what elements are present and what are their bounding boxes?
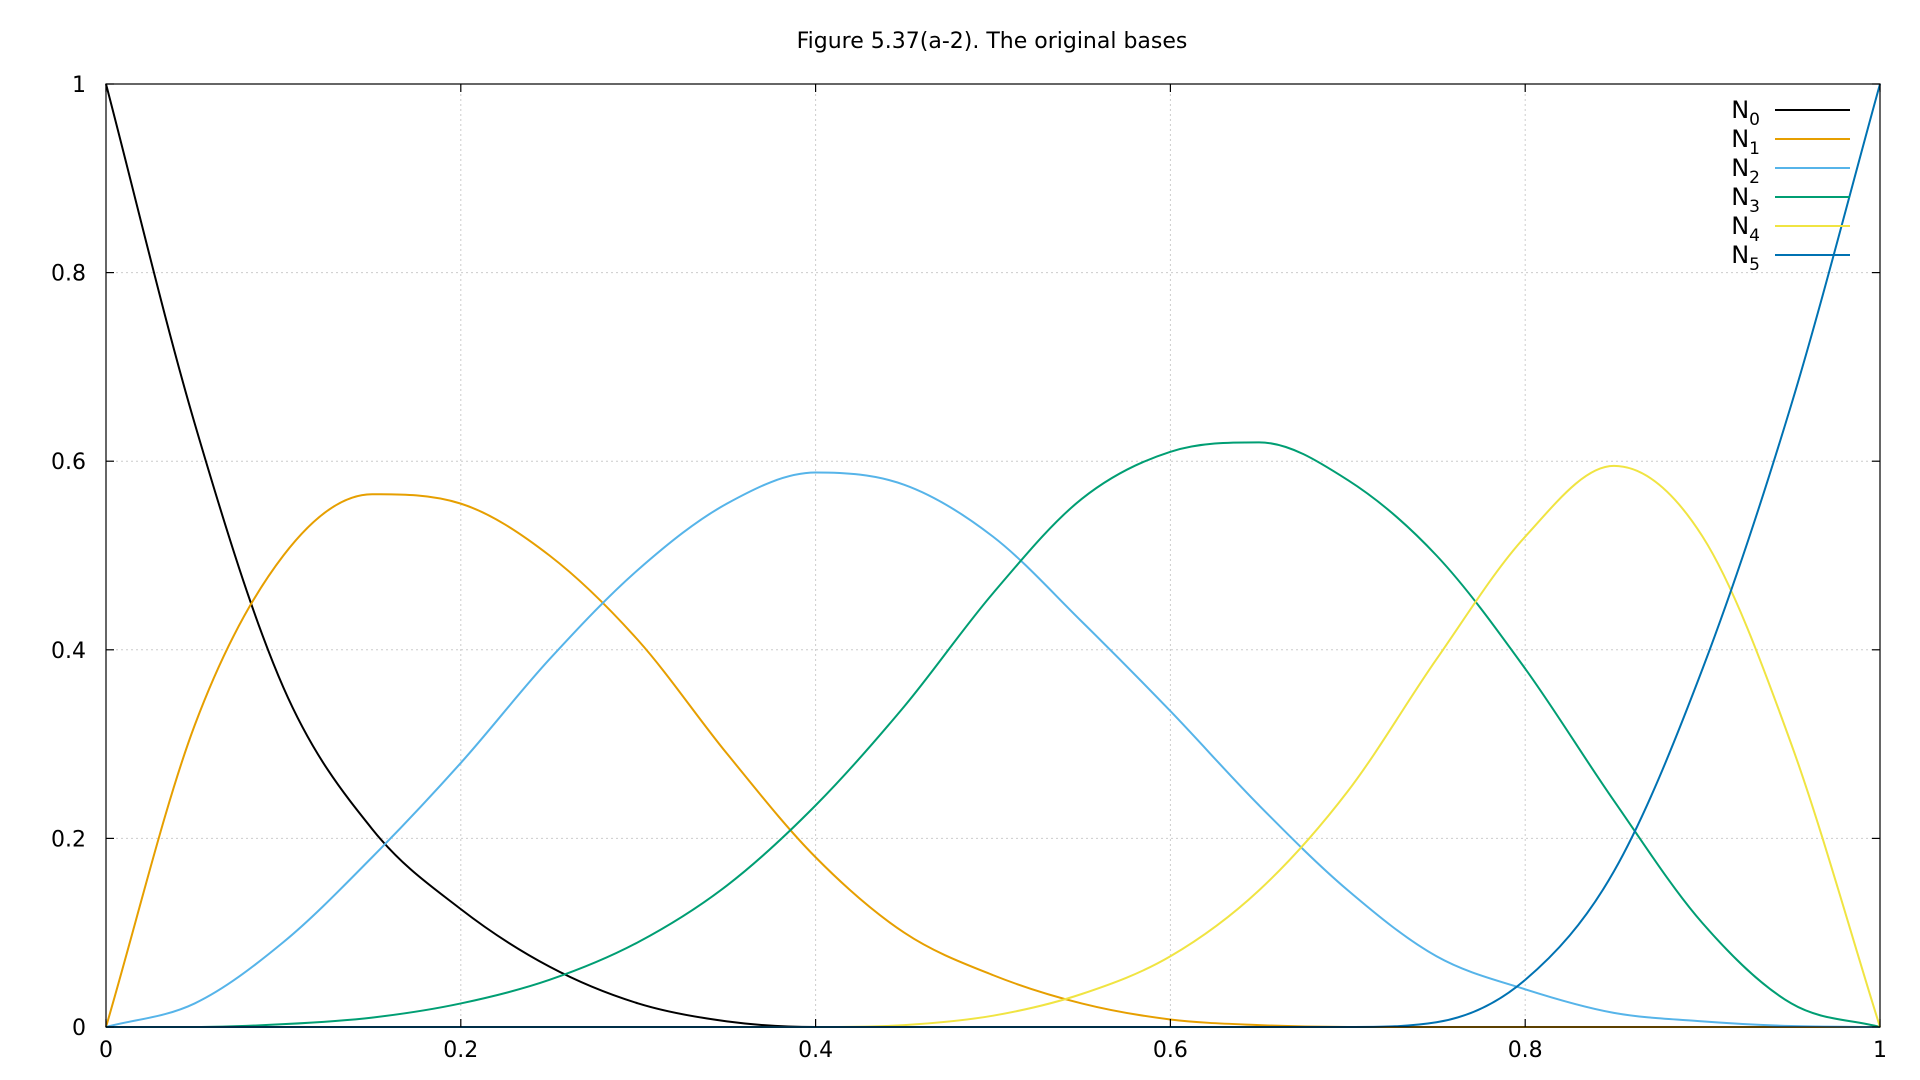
legend-label-subscript: 0 — [1749, 110, 1760, 130]
series-line-n4 — [106, 464, 1881, 1029]
legend-label: N5 — [1731, 241, 1760, 275]
series-line-n0 — [105, 83, 1880, 1029]
x-tick-label: 0.4 — [798, 1038, 833, 1063]
y-tick-label: 0 — [72, 1016, 86, 1041]
axes: 0 0.2 0.4 0.6 0.8 1 0 0.2 0.4 0.6 0.8 1 — [51, 73, 1887, 1063]
legend-entry-n2: N2 — [1731, 154, 1850, 188]
legend-label: N1 — [1731, 125, 1760, 159]
legend-label-name: N — [1731, 96, 1749, 124]
legend-label-subscript: 5 — [1749, 255, 1760, 275]
y-tick-label: 0.4 — [51, 639, 86, 664]
legend-label-subscript: 4 — [1749, 226, 1760, 246]
x-tick-label: 0.2 — [443, 1038, 478, 1063]
legend-entry-n3: N3 — [1731, 183, 1850, 217]
legend-label-name: N — [1731, 241, 1749, 269]
legend-label-subscript: 2 — [1749, 168, 1760, 188]
series-line-n5 — [106, 83, 1881, 1029]
y-tick-label: 0.2 — [51, 827, 86, 852]
chart-title: Figure 5.37(a-2). The original bases — [797, 29, 1188, 54]
y-tick-label: 1 — [72, 73, 86, 98]
legend-label: N0 — [1731, 96, 1760, 130]
legend-label-subscript: 3 — [1749, 197, 1760, 217]
legend-entry-n1: N1 — [1731, 125, 1850, 159]
legend-label-name: N — [1731, 183, 1749, 211]
legend-label-name: N — [1731, 125, 1749, 153]
legend-entry-n0: N0 — [1731, 96, 1850, 130]
plot-frame — [105, 83, 1881, 1028]
series-group — [105, 83, 1881, 1029]
series-line-n1 — [105, 493, 1880, 1029]
x-tick-label: 0 — [99, 1038, 113, 1063]
legend-label-subscript: 1 — [1749, 139, 1760, 159]
x-tick-label: 1 — [1873, 1038, 1887, 1063]
grid — [106, 84, 1880, 1027]
legend-label: N3 — [1731, 183, 1760, 217]
y-tick-label: 0.8 — [51, 262, 86, 287]
x-tick-label: 0.6 — [1153, 1038, 1188, 1063]
x-tick-label: 0.8 — [1508, 1038, 1543, 1063]
legend-label-name: N — [1731, 212, 1749, 240]
legend-label: N2 — [1731, 154, 1760, 188]
legend-entry-n5: N5 — [1731, 241, 1850, 275]
legend-label-name: N — [1731, 154, 1749, 182]
series-line-n3 — [106, 441, 1881, 1029]
series-line-n2 — [105, 471, 1881, 1028]
legend-label: N4 — [1731, 212, 1760, 246]
legend-entry-n4: N4 — [1731, 212, 1850, 246]
y-tick-label: 0.6 — [51, 450, 86, 475]
